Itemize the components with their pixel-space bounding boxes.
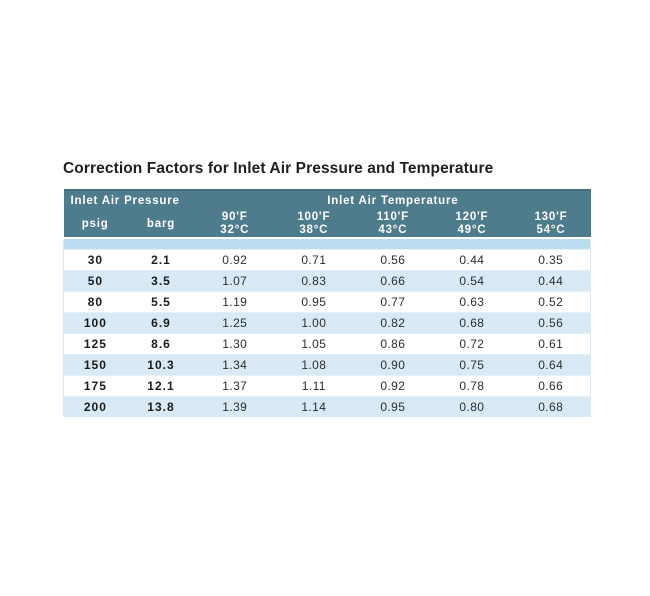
table-header: Inlet Air Pressure Inlet Air Temperature…: [63, 189, 591, 238]
cell-factor: 1.00: [274, 311, 354, 333]
cell-factor: 0.75: [432, 353, 512, 375]
temp-c-label: 38°C: [299, 224, 329, 236]
temp-f-label: 130'F: [534, 211, 568, 223]
group-header-row: Inlet Air Pressure Inlet Air Temperature: [63, 189, 591, 211]
cell-factor: 0.92: [353, 374, 433, 396]
header-inlet-air-pressure: Inlet Air Pressure: [63, 189, 196, 211]
cell-psig: 50: [62, 269, 127, 291]
cell-barg: 3.5: [126, 269, 196, 291]
cell-factor: 1.25: [195, 311, 275, 333]
cell-factor: 0.86: [353, 332, 433, 354]
cell-factor: 0.52: [511, 290, 592, 312]
cell-factor: 1.05: [274, 332, 354, 354]
column-header-row: psig barg 90'F 32°C 100'F 38°C 110'F 43°…: [63, 211, 591, 238]
cell-barg: 2.1: [126, 248, 196, 270]
temp-f-label: 100'F: [297, 211, 331, 223]
cell-factor: 1.30: [195, 332, 275, 354]
cell-barg: 6.9: [126, 311, 196, 333]
col-header-temp-1: 90'F 32°C: [195, 211, 275, 238]
table-row: 125 8.6 1.30 1.05 0.86 0.72 0.61: [62, 332, 592, 354]
cell-psig: 30: [62, 248, 127, 270]
cell-factor: 1.11: [274, 374, 354, 396]
cell-factor: 0.72: [432, 332, 512, 354]
cell-factor: 1.08: [274, 353, 354, 375]
col-header-barg: barg: [126, 211, 196, 238]
cell-psig: 125: [62, 332, 127, 354]
cell-factor: 0.68: [511, 395, 592, 417]
col-header-temp-5: 130'F 54°C: [511, 211, 591, 238]
table-row: 80 5.5 1.19 0.95 0.77 0.63 0.52: [62, 290, 592, 312]
temp-f-label: 110'F: [376, 211, 409, 223]
cell-factor: 1.19: [195, 290, 275, 312]
temp-c-label: 43°C: [378, 224, 408, 236]
cell-psig: 175: [62, 374, 127, 396]
cell-factor: 0.92: [195, 248, 275, 270]
spacer-cell: [63, 237, 591, 249]
cell-factor: 1.07: [195, 269, 275, 291]
cell-psig: 150: [62, 353, 127, 375]
col-header-psig: psig: [63, 211, 127, 238]
cell-factor: 0.61: [511, 332, 592, 354]
cell-barg: 10.3: [126, 353, 196, 375]
cell-factor: 0.66: [511, 374, 592, 396]
table-row: 200 13.8 1.39 1.14 0.95 0.80 0.68: [62, 395, 592, 417]
cell-psig: 100: [62, 311, 127, 333]
cell-factor: 0.44: [511, 269, 592, 291]
temp-c-label: 32°C: [220, 224, 250, 236]
cell-factor: 0.82: [353, 311, 433, 333]
table-body: 30 2.1 0.92 0.71 0.56 0.44 0.35 50 3.5 1.07 0.83 0.…: [62, 237, 592, 417]
temp-f-label: 120'F: [455, 211, 489, 223]
cell-barg: 12.1: [126, 374, 196, 396]
col-header-temp-3: 110'F 43°C: [353, 211, 433, 238]
cell-factor: 0.56: [353, 248, 433, 270]
correction-factors-table: Inlet Air Pressure Inlet Air Temperature…: [62, 189, 592, 417]
cell-factor: 0.35: [511, 248, 592, 270]
col-header-temp-4: 120'F 49°C: [432, 211, 512, 238]
temp-c-label: 49°C: [457, 224, 487, 236]
table-spacer-row: [63, 237, 591, 249]
cell-factor: 0.66: [353, 269, 433, 291]
cell-factor: 1.39: [195, 395, 275, 417]
temp-f-label: 90'F: [221, 211, 248, 223]
page-title: Correction Factors for Inlet Air Pressur…: [63, 160, 494, 177]
cell-factor: 0.44: [432, 248, 512, 270]
cell-factor: 0.56: [511, 311, 592, 333]
col-header-temp-2: 100'F 38°C: [274, 211, 354, 238]
table-row: 100 6.9 1.25 1.00 0.82 0.68 0.56: [62, 311, 592, 333]
header-inlet-air-temperature: Inlet Air Temperature: [195, 189, 591, 211]
cell-psig: 200: [62, 395, 127, 417]
cell-factor: 0.78: [432, 374, 512, 396]
temp-c-label: 54°C: [536, 224, 566, 236]
cell-factor: 0.80: [432, 395, 512, 417]
cell-factor: 0.95: [274, 290, 354, 312]
table-row: 175 12.1 1.37 1.11 0.92 0.78 0.66: [62, 374, 592, 396]
table-row: 50 3.5 1.07 0.83 0.66 0.54 0.44: [62, 269, 592, 291]
cell-factor: 0.90: [353, 353, 433, 375]
table-row: 30 2.1 0.92 0.71 0.56 0.44 0.35: [62, 248, 592, 270]
cell-factor: 1.34: [195, 353, 275, 375]
cell-factor: 0.63: [432, 290, 512, 312]
cell-factor: 0.95: [353, 395, 433, 417]
cell-factor: 1.37: [195, 374, 275, 396]
cell-factor: 1.14: [274, 395, 354, 417]
table-row: 150 10.3 1.34 1.08 0.90 0.75 0.64: [62, 353, 592, 375]
cell-factor: 0.68: [432, 311, 512, 333]
cell-factor: 0.71: [274, 248, 354, 270]
cell-factor: 0.64: [511, 353, 592, 375]
cell-psig: 80: [62, 290, 127, 312]
cell-barg: 5.5: [126, 290, 196, 312]
cell-factor: 0.83: [274, 269, 354, 291]
cell-factor: 0.54: [432, 269, 512, 291]
cell-barg: 13.8: [126, 395, 196, 417]
cell-factor: 0.77: [353, 290, 433, 312]
cell-barg: 8.6: [126, 332, 196, 354]
